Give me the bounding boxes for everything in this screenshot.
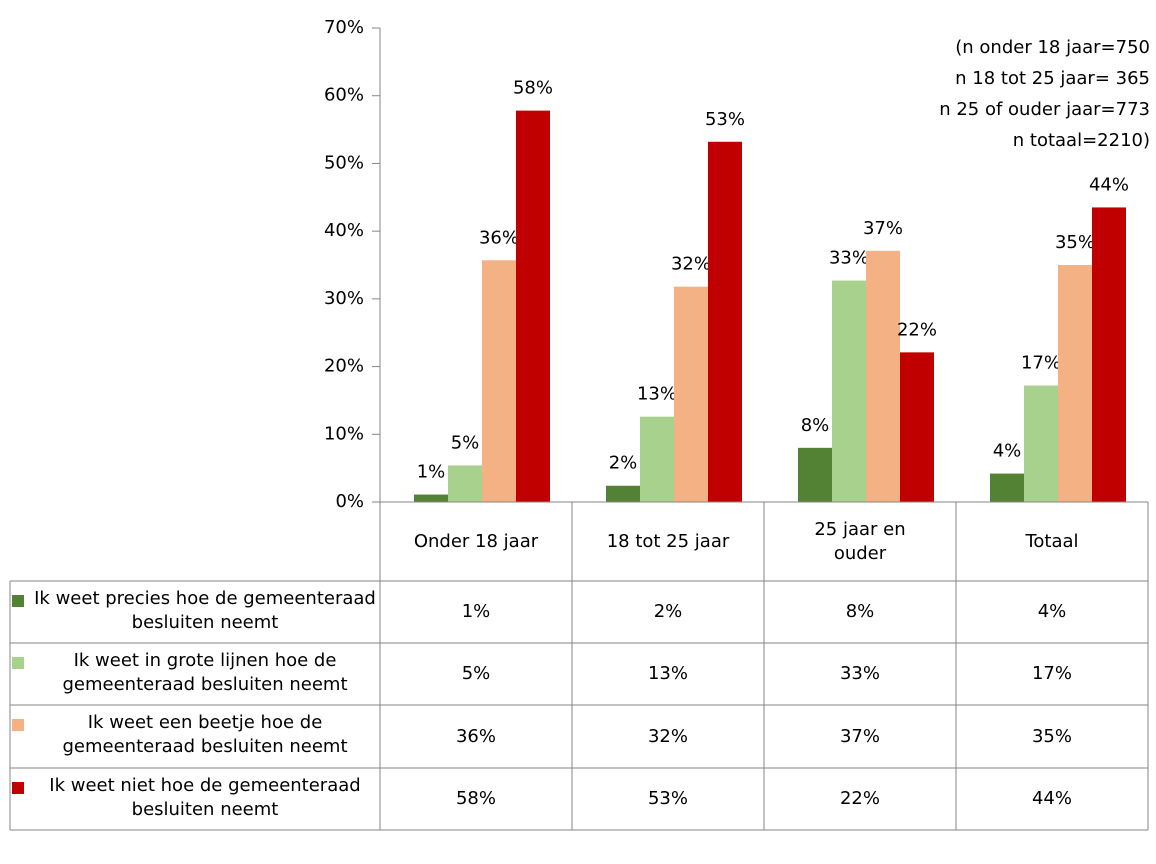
data-label: 58% [513, 78, 553, 99]
y-tick-label: 20% [324, 356, 364, 377]
table-value: 8% [845, 601, 875, 622]
bar [1024, 385, 1058, 502]
bar [708, 141, 742, 502]
table-value: 22% [839, 788, 880, 809]
category-label: 18 tot 25 jaar [606, 530, 730, 552]
bar [414, 494, 448, 502]
legend-text: Ik weet een beetje hoe de gemeenteraad b… [62, 712, 348, 757]
bar [832, 280, 866, 502]
y-tick-label: 70% [324, 17, 364, 38]
annotation: (n onder 18 jaar=750 [955, 37, 1150, 58]
data-label: 22% [897, 319, 937, 340]
y-tick-label: 50% [324, 152, 364, 173]
y-tick-label: 60% [324, 85, 364, 106]
bar [900, 352, 934, 502]
legend-entry: Ik weet een beetje hoe de gemeenteraad b… [12, 705, 378, 768]
data-label: 44% [1089, 174, 1129, 195]
bar [448, 465, 482, 502]
data-label: 8% [801, 415, 830, 436]
bar [866, 250, 900, 502]
table-value: 4% [1037, 601, 1067, 622]
data-label: 36% [479, 227, 519, 248]
data-label: 37% [863, 218, 903, 239]
category-label: 25 jaar en ouder [814, 518, 906, 564]
table-value: 36% [455, 725, 496, 747]
bar [482, 260, 516, 502]
bar [516, 110, 550, 503]
bar [1058, 265, 1092, 502]
table-value: 53% [647, 788, 688, 809]
legend-swatch [12, 719, 24, 731]
data-label: 17% [1021, 353, 1061, 374]
table-value: 44% [1031, 788, 1072, 809]
y-tick-label: 0% [335, 491, 364, 512]
legend-entry: Ik weet in grote lijnen hoe de gemeenter… [12, 643, 378, 705]
bar [674, 286, 708, 502]
legend-text: Ik weet niet hoe de gemeenteraad besluit… [49, 775, 361, 820]
legend-entry: Ik weet niet hoe de gemeenteraad besluit… [12, 768, 378, 830]
data-label: 5% [451, 432, 480, 453]
y-tick-label: 40% [324, 220, 364, 241]
y-tick-label: 30% [324, 288, 364, 309]
legend-swatch [12, 782, 24, 794]
table-value: 32% [647, 725, 688, 747]
legend-text: Ik weet precies hoe de gemeenteraad besl… [34, 588, 376, 633]
legend-swatch [12, 595, 24, 607]
data-label: 33% [829, 248, 869, 269]
bar [606, 485, 640, 502]
table-value: 5% [461, 663, 491, 684]
table-value: 1% [461, 601, 491, 622]
data-label: 32% [671, 254, 711, 275]
legend-entry: Ik weet precies hoe de gemeenteraad besl… [12, 581, 378, 643]
legend-swatch [12, 657, 24, 669]
table-value: 33% [839, 663, 880, 684]
table-value: 2% [653, 601, 683, 622]
annotation: n 25 of ouder jaar=773 [939, 99, 1150, 120]
bar [990, 473, 1024, 502]
legend-text: Ik weet in grote lijnen hoe de gemeenter… [62, 650, 348, 695]
data-label: 13% [637, 384, 677, 405]
category-label: Totaal [1025, 530, 1079, 552]
table-value: 13% [647, 663, 688, 684]
table-value: 58% [455, 788, 496, 809]
annotation: n 18 tot 25 jaar= 365 [955, 68, 1150, 89]
data-label: 53% [705, 109, 745, 130]
data-label: 1% [417, 462, 446, 483]
table-value: 17% [1031, 663, 1072, 684]
data-label: 35% [1055, 232, 1095, 253]
bar [798, 447, 832, 502]
category-label: Onder 18 jaar [413, 530, 539, 552]
bar [640, 416, 674, 502]
data-label: 2% [609, 453, 638, 474]
table-value: 37% [839, 725, 880, 747]
bar [1092, 207, 1126, 502]
data-label: 4% [993, 441, 1022, 462]
y-tick-label: 10% [324, 423, 364, 444]
annotation: n totaal=2210) [1013, 130, 1150, 151]
table-value: 35% [1031, 725, 1072, 747]
